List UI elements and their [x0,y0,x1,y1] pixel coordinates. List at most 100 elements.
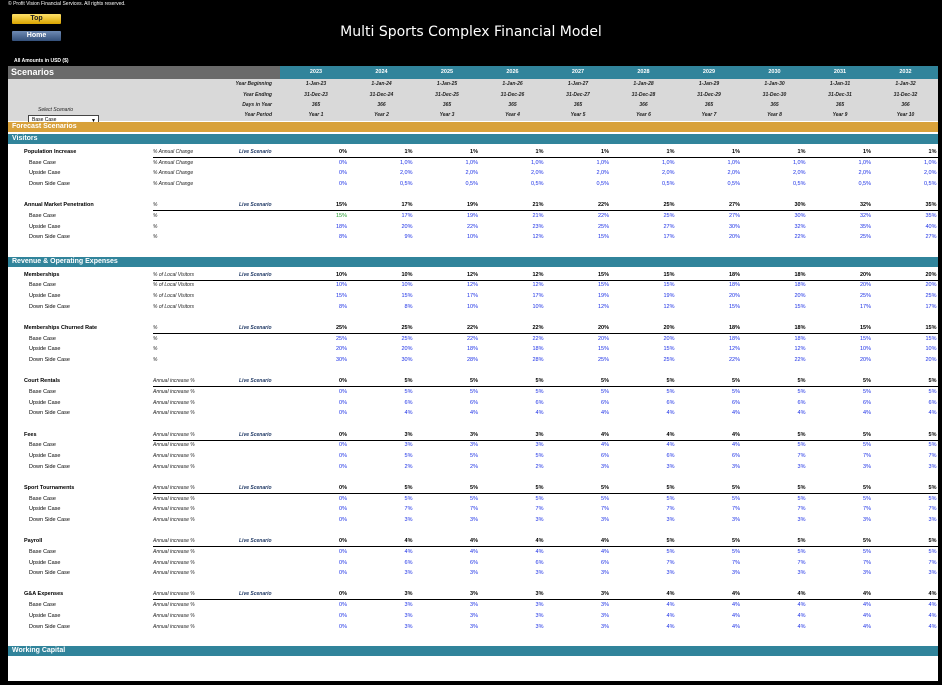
input-cell[interactable]: 0,5% [596,181,609,188]
input-cell[interactable]: 18% [728,335,740,342]
input-cell[interactable]: 18% [466,346,478,353]
input-cell[interactable]: 23% [532,223,544,230]
input-cell[interactable]: 4% [535,548,544,555]
input-cell[interactable]: 5% [470,388,478,395]
input-cell[interactable]: 20% [859,282,871,289]
input-cell[interactable]: 0% [339,612,347,619]
input-cell[interactable]: 12% [728,346,740,353]
input-cell[interactable]: 5% [666,495,675,502]
input-cell[interactable]: 2,0% [596,170,609,177]
input-cell[interactable]: 18% [532,346,544,353]
input-cell[interactable]: 3% [666,463,675,470]
input-cell[interactable]: 3% [535,570,544,577]
input-cell[interactable]: 4% [732,612,740,619]
input-cell[interactable]: 3% [601,463,609,470]
input-cell[interactable]: 3% [404,442,413,449]
input-cell[interactable]: 19% [466,213,478,219]
input-cell[interactable]: 1,0% [465,159,478,166]
input-cell[interactable]: 18% [335,223,347,230]
input-cell[interactable]: 4% [928,623,937,630]
input-cell[interactable]: 3% [404,602,413,609]
input-cell[interactable]: 17% [859,303,871,310]
input-cell[interactable]: 15% [925,335,937,342]
input-cell[interactable]: 20% [794,293,806,299]
input-cell[interactable]: 3% [601,623,609,630]
input-cell[interactable]: 40% [925,223,937,230]
input-cell[interactable]: 7% [863,559,871,566]
input-cell[interactable]: 4% [863,612,871,619]
input-cell[interactable]: 6% [535,559,544,566]
input-cell[interactable]: 4% [404,410,413,417]
input-cell[interactable]: 3% [535,442,544,449]
input-cell[interactable]: 0% [339,506,347,513]
input-cell[interactable]: 7% [666,559,675,566]
input-cell[interactable]: 4% [470,548,478,555]
input-cell[interactable]: 5% [601,388,609,395]
input-cell[interactable]: 19% [663,293,675,299]
input-cell[interactable]: 3% [797,516,806,523]
input-cell[interactable]: 2,0% [661,170,675,177]
input-cell[interactable]: 4% [601,410,609,417]
input-cell[interactable]: 27% [925,234,937,241]
input-cell[interactable]: 3% [535,516,544,523]
input-cell[interactable]: 25% [663,357,675,363]
input-cell[interactable]: 3% [863,463,871,470]
input-cell[interactable]: 0% [339,570,347,577]
input-cell[interactable]: 3% [470,623,478,630]
input-cell[interactable]: 4% [928,602,937,609]
input-cell[interactable]: 5% [732,495,740,502]
input-cell[interactable]: 3% [863,570,871,577]
input-cell[interactable]: 22% [794,234,806,241]
input-cell[interactable]: 5% [666,388,675,395]
input-cell[interactable]: 35% [925,213,937,219]
input-cell[interactable]: 6% [863,399,871,406]
input-cell[interactable]: 7% [732,506,740,513]
input-cell[interactable]: 20% [728,234,740,241]
input-cell[interactable]: 5% [797,548,806,555]
input-cell[interactable]: 4% [732,623,740,630]
input-cell[interactable]: 4% [535,410,544,417]
input-cell[interactable]: 0% [339,559,347,566]
input-cell[interactable]: 9% [404,234,413,241]
input-cell[interactable]: 22% [466,335,478,342]
input-cell[interactable]: 0,5% [727,181,740,188]
input-cell[interactable]: 2% [404,463,413,470]
input-cell[interactable]: 1,0% [727,159,740,166]
input-cell[interactable]: 25% [859,234,871,241]
input-cell[interactable]: 6% [601,452,609,459]
input-cell[interactable]: 5% [601,495,609,502]
input-cell[interactable]: 4% [601,442,609,449]
input-cell[interactable]: 19% [597,293,609,299]
input-cell[interactable]: 3% [928,570,937,577]
input-cell[interactable]: 2,0% [530,170,544,177]
input-cell[interactable]: 20% [728,293,740,299]
input-cell[interactable]: 0% [339,159,347,166]
input-cell[interactable]: 7% [732,559,740,566]
input-cell[interactable]: 7% [928,559,937,566]
input-cell[interactable]: 0,5% [792,181,806,188]
input-cell[interactable]: 7% [666,506,675,513]
input-cell[interactable]: 0% [339,548,347,555]
input-cell[interactable]: 7% [797,506,806,513]
input-cell[interactable]: 3% [928,463,937,470]
input-cell[interactable]: 2,0% [399,170,413,177]
input-cell[interactable]: 3% [470,602,478,609]
input-cell[interactable]: 2,0% [727,170,740,177]
input-cell[interactable]: 6% [470,399,478,406]
input-cell[interactable]: 3% [863,516,871,523]
input-cell[interactable]: 6% [404,399,413,406]
input-cell[interactable]: 4% [470,410,478,417]
input-cell[interactable]: 1,0% [661,159,675,166]
input-cell[interactable]: 5% [470,452,478,459]
input-cell[interactable]: 15% [335,213,347,219]
input-cell[interactable]: 6% [797,399,806,406]
input-cell[interactable]: 0% [339,516,347,523]
input-cell[interactable]: 21% [532,213,544,219]
input-cell[interactable]: 5% [928,548,937,555]
input-cell[interactable]: 7% [601,506,609,513]
input-cell[interactable]: 20% [859,357,871,363]
input-cell[interactable]: 5% [797,495,806,502]
input-cell[interactable]: 6% [666,399,675,406]
input-cell[interactable]: 3% [666,516,675,523]
input-cell[interactable]: 3% [666,570,675,577]
